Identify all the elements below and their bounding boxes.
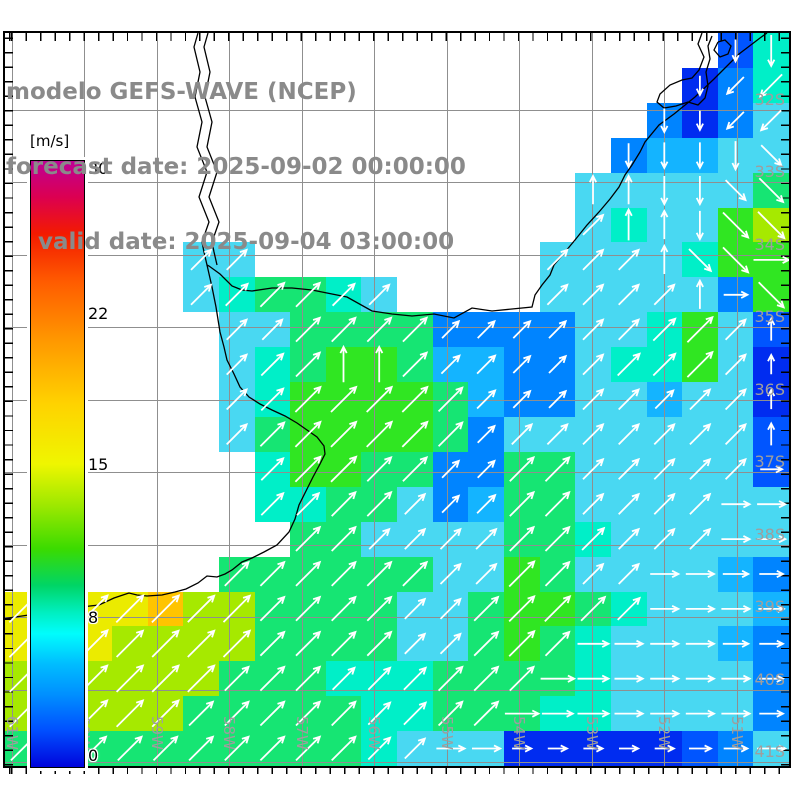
grid-line	[5, 327, 789, 328]
lat-label: 35S	[754, 307, 785, 326]
grid-line	[5, 617, 789, 618]
colorbar-tick-label: 22	[88, 304, 109, 323]
coastline-and-arrows-overlay	[5, 33, 789, 762]
grid-line	[5, 762, 789, 763]
lon-label: 59W	[148, 716, 166, 750]
grid-line	[229, 33, 230, 766]
lat-label: 34S	[754, 235, 785, 254]
lat-label: 37S	[754, 452, 785, 471]
grid-line	[5, 182, 789, 183]
wind-arrows	[8, 35, 789, 762]
grid-line	[737, 33, 738, 766]
colorbar-tick-label: 8	[88, 608, 99, 627]
axis-labels: 32S33S34S35S36S37S38S39S40S41S61W60W59W5…	[3, 33, 789, 766]
grid-line	[5, 400, 789, 401]
lat-label: 36S	[754, 380, 785, 399]
lat-label: 41S	[754, 742, 785, 761]
grid-line	[5, 472, 789, 473]
wind-arrow	[8, 35, 789, 762]
colorbar-tick-label: 0	[88, 746, 99, 765]
title-block: modelo GEFS-WAVE (NCEP) forecast date: 2…	[6, 30, 466, 305]
forecast-date: forecast date: 2025-09-02 00:00:00	[6, 154, 466, 180]
model-title: modelo GEFS-WAVE (NCEP)	[6, 79, 357, 105]
lon-label: 55W	[438, 716, 456, 750]
coastline-path	[656, 33, 713, 109]
axis-ticks-bottom	[5, 766, 789, 774]
grid-line	[374, 33, 375, 766]
colorbar-tick-label: 15	[88, 455, 109, 474]
lon-label: 52W	[655, 716, 673, 750]
grid-line	[5, 545, 789, 546]
grid-line	[5, 690, 789, 691]
lon-label: 57W	[293, 716, 311, 750]
lat-label: 40S	[754, 670, 785, 689]
lon-label: 54W	[510, 716, 528, 750]
coastline-path	[713, 39, 732, 58]
lat-label: 32S	[754, 90, 785, 109]
grid-line	[157, 33, 158, 766]
lon-label: 61W	[3, 716, 21, 750]
lat-label: 33S	[754, 162, 785, 181]
coastline-path	[193, 33, 768, 319]
grid-line	[5, 255, 789, 256]
valid-date: valid date: 2025-09-04 03:00:00	[38, 229, 455, 255]
grid-line	[5, 110, 789, 111]
colorbar-unit-label: [m/s]	[28, 132, 72, 150]
grid-line	[519, 33, 520, 766]
axis-ticks-right	[781, 33, 789, 766]
map-canvas: 32S33S34S35S36S37S38S39S40S41S61W60W59W5…	[3, 31, 791, 774]
colorbar-tick-label: 30	[88, 159, 109, 178]
grid-line	[302, 33, 303, 766]
lat-label: 38S	[754, 525, 785, 544]
lon-label: 51W	[728, 716, 746, 750]
colorbar	[30, 160, 85, 768]
coastline-path	[203, 33, 220, 266]
axis-ticks-left	[5, 33, 13, 766]
lon-label: 58W	[220, 716, 238, 750]
axis-ticks-top	[5, 33, 789, 41]
lon-label: 53W	[583, 716, 601, 750]
lon-label: 56W	[365, 716, 383, 750]
grid-line	[447, 33, 448, 766]
lat-label: 39S	[754, 597, 785, 616]
